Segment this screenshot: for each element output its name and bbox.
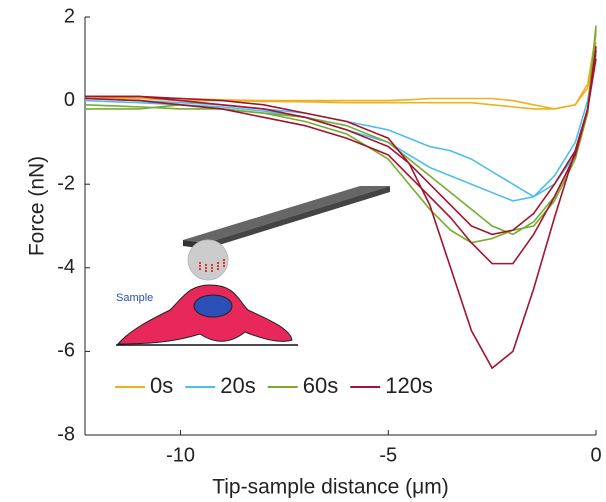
series-line	[84, 58, 597, 265]
series-line	[85, 33, 597, 110]
x-tick-label: -5	[379, 444, 397, 466]
legend-label: 20s	[220, 373, 255, 398]
y-tick-label: 2	[64, 5, 75, 27]
y-tick-label: -2	[57, 172, 75, 194]
plot-area: -8 -6 -4 -2 0 2 -10 -5 0 Tip-sample distance (μm)…	[26, 5, 602, 498]
legend-label: 0s	[150, 373, 173, 398]
legend-label: 120s	[385, 373, 433, 398]
y-axis-label: Force (nN)	[26, 156, 49, 256]
series-line	[84, 54, 597, 198]
cantilever-side	[206, 186, 390, 249]
illustration: Sample	[116, 186, 390, 346]
cantilever-top	[183, 186, 390, 243]
y-tick-label: -4	[57, 256, 75, 278]
y-tick-label: -8	[57, 423, 75, 445]
x-axis-label: Tip-sample distance (μm)	[212, 476, 449, 499]
y-tick-label: 0	[64, 89, 75, 111]
series-line	[84, 50, 597, 202]
x-tick-label: 0	[590, 444, 601, 466]
x-tick-label: -10	[166, 444, 195, 466]
nucleus	[193, 294, 233, 318]
y-tick-label: -6	[57, 340, 75, 362]
legend-label: 60s	[303, 373, 338, 398]
bead	[187, 239, 229, 281]
receptors	[199, 259, 225, 272]
series-line	[85, 46, 597, 236]
series-line	[85, 50, 597, 370]
annotation: Sample	[116, 292, 153, 304]
